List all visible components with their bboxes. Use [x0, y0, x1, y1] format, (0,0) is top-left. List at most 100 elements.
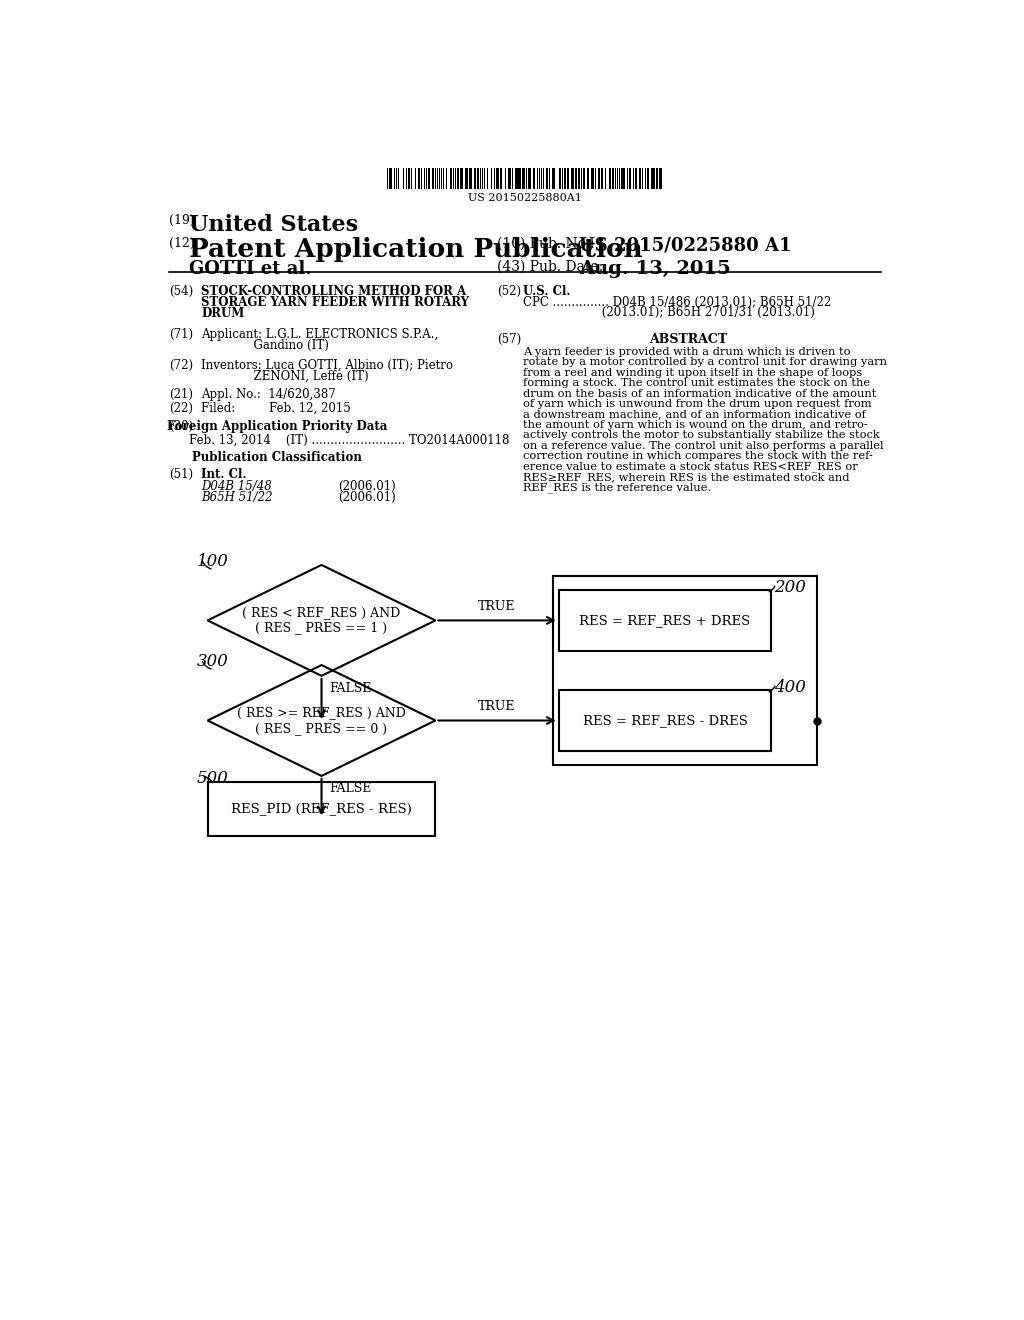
Text: ( RES < REF_RES ) AND: ( RES < REF_RES ) AND: [243, 606, 400, 619]
Text: CPC ............... D04B 15/486 (2013.01); B65H 51/22: CPC ............... D04B 15/486 (2013.01…: [523, 296, 831, 309]
Text: rotate by a motor controlled by a control unit for drawing yarn: rotate by a motor controlled by a contro…: [523, 358, 887, 367]
Bar: [656, 168, 658, 189]
Text: 400: 400: [774, 678, 806, 696]
Text: United States: United States: [189, 214, 358, 236]
Bar: [421, 168, 422, 189]
Bar: [574, 168, 578, 189]
Text: (10) Pub. No.:: (10) Pub. No.:: [497, 238, 595, 251]
Text: Inventors: Luca GOTTI, Albino (IT); Pietro: Inventors: Luca GOTTI, Albino (IT); Piet…: [202, 359, 454, 372]
Text: from a reel and winding it upon itself in the shape of loops: from a reel and winding it upon itself i…: [523, 368, 862, 378]
Bar: [466, 168, 468, 189]
Text: US 2015/0225880 A1: US 2015/0225880 A1: [580, 238, 792, 255]
Bar: [553, 576, 817, 766]
Bar: [651, 168, 652, 189]
Text: (22): (22): [169, 401, 194, 414]
Bar: [645, 168, 646, 189]
Bar: [418, 168, 420, 189]
Text: D04B 15/48: D04B 15/48: [202, 480, 272, 494]
Text: 200: 200: [774, 579, 806, 595]
Text: ( RES >= REF_RES ) AND: ( RES >= REF_RES ) AND: [238, 706, 406, 719]
Bar: [549, 168, 550, 189]
Bar: [490, 168, 493, 189]
Text: (54): (54): [169, 285, 194, 298]
Text: (2006.01): (2006.01): [339, 480, 396, 494]
Text: STORAGE YARN FEEDER WITH ROTARY: STORAGE YARN FEEDER WITH ROTARY: [202, 296, 469, 309]
Bar: [408, 168, 410, 189]
Bar: [564, 168, 566, 189]
Text: ( RES _ PRES == 0 ): ( RES _ PRES == 0 ): [255, 722, 387, 735]
Bar: [519, 168, 521, 189]
Bar: [432, 168, 434, 189]
Text: A yarn feeder is provided with a drum which is driven to: A yarn feeder is provided with a drum wh…: [523, 347, 851, 356]
Text: Foreign Application Priority Data: Foreign Application Priority Data: [167, 420, 387, 433]
Text: TRUE: TRUE: [478, 599, 516, 612]
Text: Publication Classification: Publication Classification: [191, 451, 361, 465]
Bar: [559, 590, 771, 651]
Text: REF_RES is the reference value.: REF_RES is the reference value.: [523, 482, 712, 492]
Text: (71): (71): [169, 327, 194, 341]
Text: (57): (57): [497, 333, 521, 346]
Text: (52): (52): [497, 285, 521, 298]
Text: DRUM: DRUM: [202, 308, 245, 319]
Bar: [474, 168, 476, 189]
Text: Appl. No.:  14/620,387: Appl. No.: 14/620,387: [202, 388, 336, 401]
Bar: [451, 168, 452, 189]
Bar: [438, 168, 440, 189]
Bar: [611, 168, 614, 189]
Text: actively controls the motor to substantially stabilize the stock: actively controls the motor to substanti…: [523, 430, 880, 440]
Bar: [411, 168, 413, 189]
Bar: [552, 168, 555, 189]
Text: a downstream machine, and of an information indicative of: a downstream machine, and of an informat…: [523, 409, 866, 420]
Text: Filed:         Feb. 12, 2015: Filed: Feb. 12, 2015: [202, 401, 351, 414]
Text: Gandino (IT): Gandino (IT): [202, 339, 330, 351]
Text: RES = REF_RES + DRES: RES = REF_RES + DRES: [580, 614, 751, 627]
Bar: [647, 168, 649, 189]
Bar: [457, 168, 459, 189]
Bar: [477, 168, 479, 189]
Text: FALSE: FALSE: [330, 781, 372, 795]
Bar: [516, 168, 518, 189]
Text: RES≥REF_RES, wherein RES is the estimated stock and: RES≥REF_RES, wherein RES is the estimate…: [523, 471, 850, 483]
Text: RES_PID (REF_RES - RES): RES_PID (REF_RES - RES): [231, 803, 412, 816]
Text: ( RES _ PRES == 1 ): ( RES _ PRES == 1 ): [255, 622, 387, 635]
Text: (12): (12): [169, 238, 195, 249]
Text: RES = REF_RES - DRES: RES = REF_RES - DRES: [583, 714, 748, 727]
Bar: [509, 168, 511, 189]
Text: (21): (21): [169, 388, 194, 401]
Text: Int. Cl.: Int. Cl.: [202, 469, 247, 480]
Text: ABSTRACT: ABSTRACT: [649, 333, 727, 346]
Bar: [567, 168, 568, 189]
Bar: [546, 168, 548, 189]
Bar: [397, 168, 399, 189]
Text: drum on the basis of an information indicative of the amount: drum on the basis of an information indi…: [523, 388, 877, 399]
Bar: [522, 168, 524, 189]
Bar: [605, 168, 606, 189]
Bar: [208, 781, 435, 836]
Text: ZENONI, Leffe (IT): ZENONI, Leffe (IT): [202, 370, 369, 383]
Text: 100: 100: [197, 553, 228, 570]
Bar: [424, 168, 425, 189]
Bar: [587, 168, 589, 189]
Text: correction routine in which compares the stock with the ref-: correction routine in which compares the…: [523, 451, 873, 461]
Text: erence value to estimate a stock status RES<REF_RES or: erence value to estimate a stock status …: [523, 462, 858, 473]
Text: (19): (19): [169, 214, 195, 227]
Text: the amount of yarn which is wound on the drum, and retro-: the amount of yarn which is wound on the…: [523, 420, 868, 430]
Bar: [481, 168, 483, 189]
Text: STOCK-CONTROLLING METHOD FOR A: STOCK-CONTROLLING METHOD FOR A: [202, 285, 467, 298]
Bar: [435, 168, 436, 189]
Text: U.S. Cl.: U.S. Cl.: [523, 285, 570, 298]
Bar: [469, 168, 472, 189]
Bar: [559, 168, 561, 189]
Bar: [460, 168, 463, 189]
Bar: [532, 168, 535, 189]
Bar: [559, 689, 771, 751]
Text: GOTTI et al.: GOTTI et al.: [189, 260, 311, 279]
Bar: [500, 168, 503, 189]
Bar: [621, 168, 623, 189]
Text: FALSE: FALSE: [330, 682, 372, 696]
Text: US 20150225880A1: US 20150225880A1: [468, 193, 582, 203]
Bar: [394, 168, 395, 189]
Bar: [629, 168, 631, 189]
Bar: [584, 168, 585, 189]
Text: Patent Application Publication: Patent Application Publication: [189, 238, 643, 261]
